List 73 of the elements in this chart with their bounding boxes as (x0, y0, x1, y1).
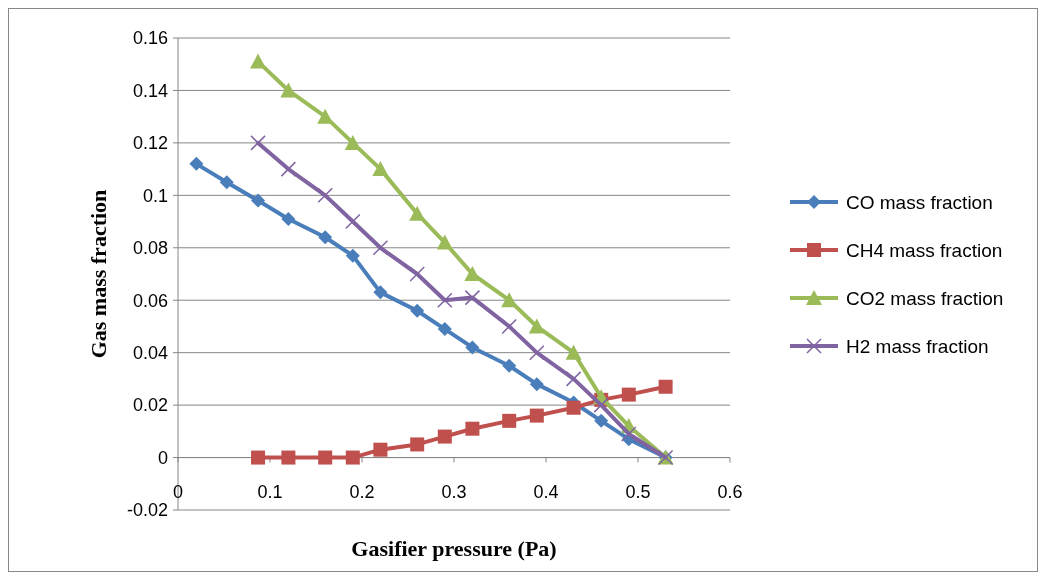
y-tick-label: -0.02 (126, 500, 168, 521)
point (621, 387, 636, 402)
point (373, 442, 388, 457)
point (594, 413, 609, 428)
point (250, 53, 267, 69)
y-tick-label: 0.04 (132, 342, 168, 363)
point (345, 213, 361, 230)
x-tick-label: 0.2 (349, 481, 375, 502)
point (529, 408, 544, 423)
legend-label: CO mass fraction (846, 191, 993, 213)
point (565, 371, 582, 387)
point (501, 292, 518, 308)
y-axis-title: Gas mass fraction (86, 189, 111, 359)
y-tick-label: 0.1 (142, 185, 168, 206)
point (464, 289, 481, 306)
x-axis-title: Gasifier pressure (Pa) (351, 536, 557, 561)
point (251, 450, 266, 465)
point (280, 161, 297, 177)
x-tick-label: 0.1 (257, 481, 283, 502)
y-tick-label: 0.16 (132, 28, 168, 49)
point (219, 175, 234, 190)
y-tick-label: 0.06 (132, 290, 168, 311)
y-tick-label: 0.02 (132, 395, 168, 416)
point (502, 358, 517, 373)
point (281, 450, 296, 465)
point (465, 340, 480, 355)
point (372, 161, 389, 177)
point (344, 134, 361, 150)
point (250, 135, 266, 151)
point (529, 344, 545, 361)
x-tick-label: 0.4 (533, 481, 559, 502)
y-tick-label: 0.14 (132, 80, 168, 101)
point (373, 285, 388, 300)
point (465, 421, 480, 436)
point (658, 379, 673, 394)
point (464, 266, 481, 281)
x-tick-label: 0 (172, 481, 184, 502)
x-tick-label: 0.3 (441, 481, 467, 502)
point (437, 292, 453, 308)
point (410, 303, 425, 318)
point (345, 450, 360, 465)
x-tick-label: 0.5 (625, 481, 651, 502)
point (409, 266, 425, 282)
legend-label: CO2 mass fraction (846, 287, 1004, 309)
point (437, 429, 452, 444)
point (318, 230, 333, 245)
point (251, 193, 266, 208)
point (409, 205, 426, 221)
y-tick-label: 0.08 (132, 238, 168, 259)
point (528, 318, 545, 334)
point (317, 108, 334, 124)
point (501, 318, 517, 335)
point (436, 234, 453, 250)
point (437, 322, 452, 337)
point (566, 400, 581, 415)
point (317, 187, 333, 204)
point (621, 426, 637, 442)
point (529, 377, 544, 392)
y-tick-label: 0 (157, 447, 168, 468)
point (318, 450, 333, 465)
point (372, 240, 389, 256)
point (593, 397, 609, 413)
point (281, 211, 296, 226)
legend-label: H2 mass fraction (846, 335, 989, 357)
point (345, 248, 360, 263)
point (565, 344, 582, 360)
legend-label: CH4 mass fraction (846, 239, 1003, 261)
point (502, 413, 517, 428)
point (189, 156, 204, 171)
point (280, 82, 297, 98)
y-tick-label: 0.12 (132, 133, 168, 154)
x-tick-label: 0.6 (717, 481, 743, 502)
point (410, 437, 425, 452)
